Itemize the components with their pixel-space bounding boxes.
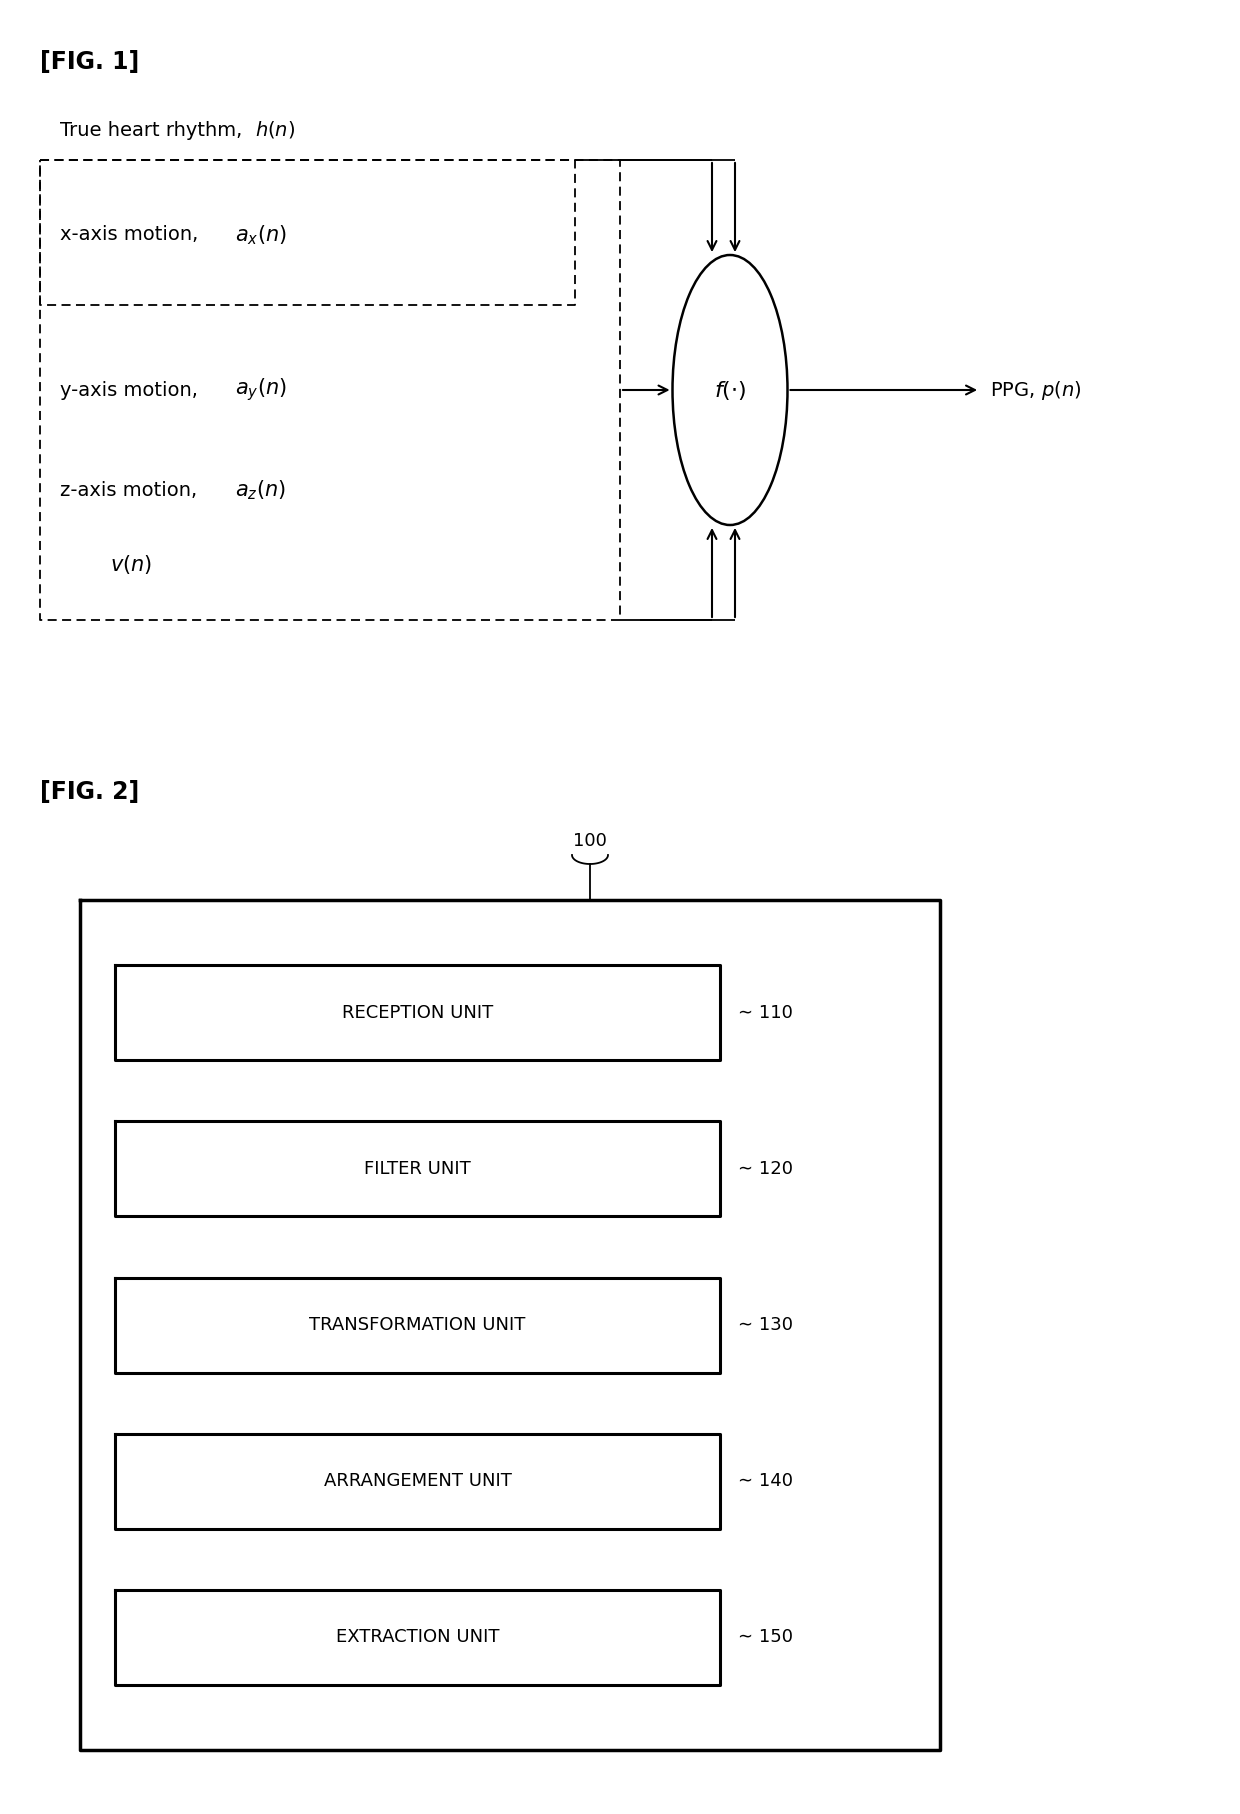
Text: True heart rhythm,: True heart rhythm, — [60, 120, 248, 140]
Text: FILTER UNIT: FILTER UNIT — [365, 1159, 471, 1177]
Text: [FIG. 2]: [FIG. 2] — [40, 780, 139, 804]
Text: $v(n)$: $v(n)$ — [110, 553, 153, 577]
Text: ∼ 150: ∼ 150 — [738, 1629, 794, 1647]
Text: x-axis motion,: x-axis motion, — [60, 225, 211, 245]
Text: PPG, $p(n)$: PPG, $p(n)$ — [990, 379, 1081, 401]
Text: EXTRACTION UNIT: EXTRACTION UNIT — [336, 1629, 500, 1647]
Text: $a_y(n)$: $a_y(n)$ — [236, 377, 286, 403]
Text: 100: 100 — [573, 833, 606, 851]
Text: $a_x(n)$: $a_x(n)$ — [236, 223, 286, 247]
Text: y-axis motion,: y-axis motion, — [60, 381, 211, 399]
Text: ∼ 140: ∼ 140 — [738, 1473, 794, 1491]
Text: ARRANGEMENT UNIT: ARRANGEMENT UNIT — [324, 1473, 511, 1491]
Text: $a_z(n)$: $a_z(n)$ — [236, 479, 285, 502]
Text: $h(n)$: $h(n)$ — [255, 120, 295, 140]
Text: TRANSFORMATION UNIT: TRANSFORMATION UNIT — [309, 1315, 526, 1333]
Text: z-axis motion,: z-axis motion, — [60, 481, 210, 499]
Text: ∼ 130: ∼ 130 — [738, 1315, 794, 1333]
Text: [FIG. 1]: [FIG. 1] — [40, 51, 139, 74]
Text: ∼ 110: ∼ 110 — [738, 1003, 792, 1021]
Text: ∼ 120: ∼ 120 — [738, 1159, 794, 1177]
Text: RECEPTION UNIT: RECEPTION UNIT — [342, 1003, 494, 1021]
Text: $f(\cdot)$: $f(\cdot)$ — [714, 379, 746, 401]
